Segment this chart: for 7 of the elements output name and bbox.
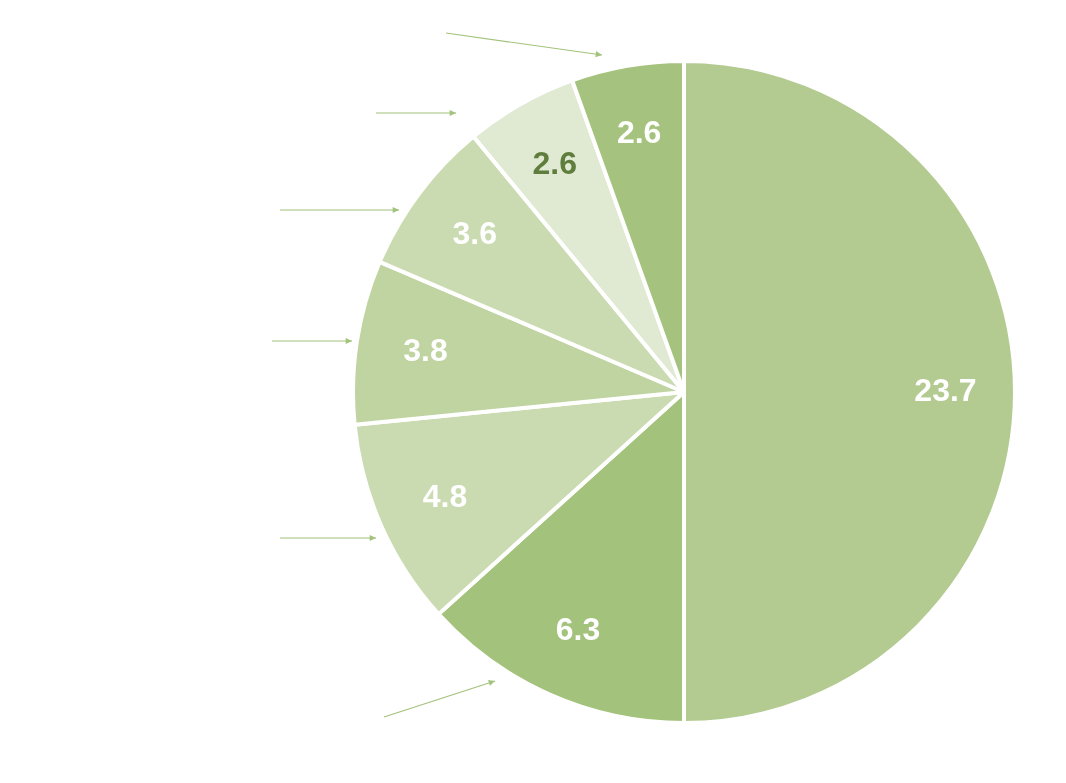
data-label: 2.6 (616, 114, 662, 151)
data-label: 3.6 (452, 215, 497, 252)
data-label: 6.3 (555, 610, 601, 647)
data-label: 2.6 (532, 144, 577, 181)
data-label: 4.8 (422, 477, 468, 514)
data-label: 3.8 (403, 332, 448, 369)
data-label: 23.7 (914, 371, 977, 408)
